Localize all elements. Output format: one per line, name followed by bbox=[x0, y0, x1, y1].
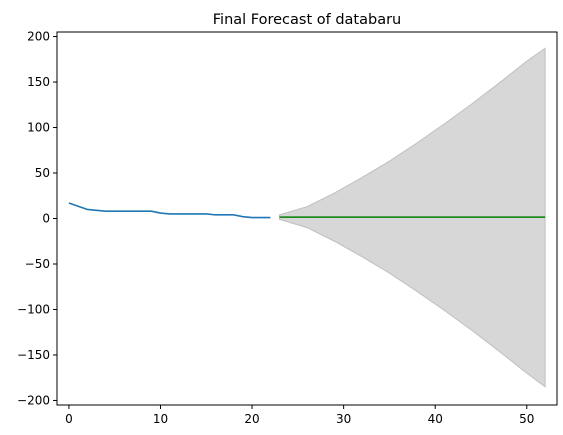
y-tick-label: 50 bbox=[35, 166, 50, 180]
series-line-layer bbox=[68, 202, 546, 219]
y-tick-label: 200 bbox=[27, 30, 50, 44]
y-tick-label: 100 bbox=[27, 121, 50, 135]
observed-series-line bbox=[68, 202, 271, 219]
y-tick-label: 0 bbox=[42, 212, 50, 226]
x-tick-label: 40 bbox=[428, 412, 443, 426]
x-tick-label: 20 bbox=[244, 412, 259, 426]
chart-title: Final Forecast of databaru bbox=[213, 12, 401, 28]
y-tick-label: −50 bbox=[25, 257, 50, 271]
x-tick-label: 0 bbox=[65, 412, 73, 426]
y-tick-label: −200 bbox=[17, 393, 50, 407]
y-tick-label: 150 bbox=[27, 75, 50, 89]
x-tick-label: 30 bbox=[336, 412, 351, 426]
y-tick-label: −150 bbox=[17, 348, 50, 362]
x-axis-ticks: 0 10 20 30 40 50 bbox=[65, 405, 534, 426]
x-tick-label: 50 bbox=[519, 412, 534, 426]
y-axis-ticks: −200 −150 −100 −50 0 50 100 150 200 bbox=[17, 30, 57, 407]
y-tick-label: −100 bbox=[17, 302, 50, 316]
x-tick-label: 10 bbox=[153, 412, 168, 426]
